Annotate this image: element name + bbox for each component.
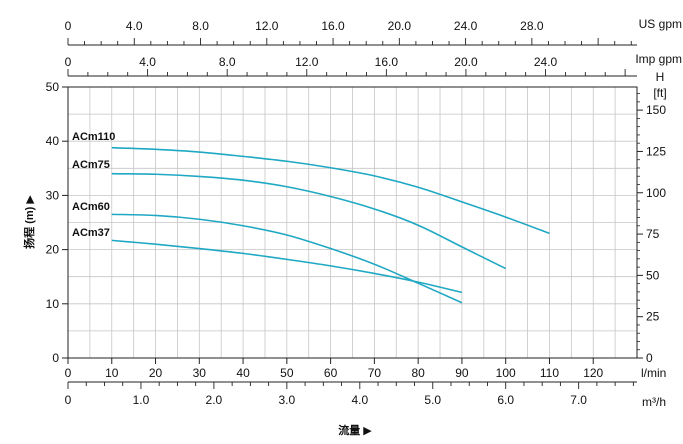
series-line-acm75 (111, 172, 507, 270)
series-label-acm110: ACm110 (72, 131, 115, 143)
secondary-axis-tick-label: 16.0 (375, 55, 399, 69)
secondary-axis-tick-label: 4.0 (351, 393, 368, 407)
x-axis-tick-label: 120 (583, 366, 603, 380)
left-axis-tick-label: 30 (46, 188, 60, 202)
x-axis-tick-label: 30 (193, 366, 207, 380)
x-axis-tick-label: 50 (280, 366, 294, 380)
y-axis-title: 扬程 (m) ▶ (22, 195, 36, 249)
left-axis-tick-label: 50 (46, 80, 60, 94)
secondary-axis-unit: US gpm (639, 17, 682, 31)
secondary-axis-tick-label: 3.0 (279, 393, 296, 407)
secondary-axis-tick-label: 4.0 (139, 55, 156, 69)
right-axis-tick-label: 125 (646, 144, 666, 158)
right-axis-tick-label: 0 (646, 351, 653, 365)
left-axis-tick-label: 20 (46, 243, 60, 257)
left-axis-tick-label: 40 (46, 134, 60, 148)
right-axis-title: H (656, 70, 665, 84)
x-axis-tick-label: 80 (411, 366, 425, 380)
secondary-axis-tick-label: 0 (65, 19, 72, 33)
secondary-axis-tick-label: 24.0 (454, 19, 478, 33)
left-axis-tick-label: 0 (52, 351, 59, 365)
x-axis-tick-label: 90 (455, 366, 469, 380)
secondary-axis-tick-label: 20.0 (454, 55, 478, 69)
secondary-axis-tick-label: 2.0 (206, 393, 223, 407)
secondary-axis-tick-label: 12.0 (295, 55, 319, 69)
secondary-axis-tick-label: 0 (65, 55, 72, 69)
x-axis-title: 流量 ▶ (338, 423, 372, 437)
secondary-axis-tick-label: 12.0 (255, 19, 279, 33)
right-axis-tick-label: 50 (646, 268, 660, 282)
secondary-axis-tick-label: 20.0 (388, 19, 412, 33)
x-axis-tick-label: 0 (65, 366, 72, 380)
secondary-axis-tick-label: 8.0 (219, 55, 236, 69)
series-line-acm60 (111, 213, 463, 304)
secondary-axis-tick-label: 1.0 (133, 393, 150, 407)
x-axis-tick-label: 110 (540, 366, 559, 380)
right-axis-tick-label: 25 (646, 310, 660, 324)
series-line-acm37 (111, 239, 463, 294)
secondary-axis-tick-label: 0 (65, 393, 72, 407)
right-axis-tick-label: 75 (646, 227, 660, 241)
x-axis-tick-label: 100 (496, 366, 516, 380)
x-axis-tick-label: 10 (105, 366, 119, 380)
secondary-axis-tick-label: 24.0 (534, 55, 558, 69)
x-axis-tick-label: 20 (149, 366, 163, 380)
series-label-acm37: ACm37 (72, 227, 110, 239)
right-axis-unit: [ft] (653, 86, 666, 100)
series-label-acm60: ACm60 (72, 201, 110, 213)
x-axis-tick-label: 70 (368, 366, 382, 380)
plot-frame (67, 86, 638, 359)
right-axis-tick-label: 150 (646, 103, 666, 117)
secondary-axis-tick-label: 8.0 (192, 19, 209, 33)
right-axis-tick-label: 100 (646, 186, 666, 200)
secondary-axis-unit: m³/h (642, 395, 666, 409)
secondary-axis-tick-label: 5.0 (424, 393, 441, 407)
secondary-axis-tick-label: 4.0 (126, 19, 143, 33)
x-axis-unit: l/min (641, 366, 666, 380)
series-label-acm75: ACm75 (72, 159, 110, 171)
left-axis-tick-label: 10 (46, 297, 60, 311)
x-axis-tick-label: 40 (236, 366, 250, 380)
secondary-axis-tick-label: 7.0 (570, 393, 587, 407)
secondary-axis-tick-label: 6.0 (497, 393, 514, 407)
x-axis-tick-label: 60 (324, 366, 338, 380)
secondary-axis-tick-label: 16.0 (321, 19, 345, 33)
series-line-acm110 (111, 146, 550, 235)
secondary-axis-tick-label: 28.0 (520, 19, 544, 33)
secondary-axis-unit: Imp gpm (635, 52, 682, 66)
